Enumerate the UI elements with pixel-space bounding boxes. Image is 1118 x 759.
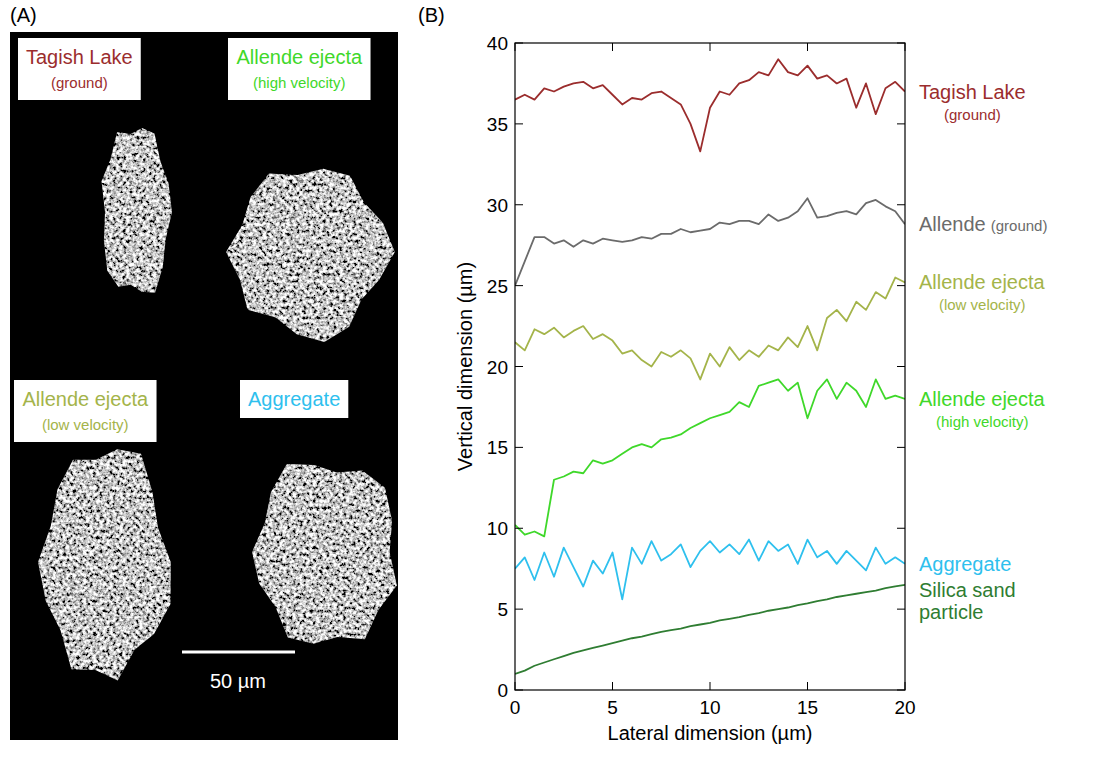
- x-tick-top: [905, 43, 906, 51]
- x-tick-top: [710, 43, 711, 51]
- y-tick-label: 15: [487, 437, 508, 458]
- particle-texture: [93, 106, 179, 317]
- particle-sublabel: (high velocity): [253, 74, 346, 91]
- series-label: particle: [919, 601, 983, 623]
- series-label: Aggregate: [919, 553, 1011, 575]
- y-tick-right: [897, 43, 905, 44]
- profile-line: [515, 540, 905, 600]
- label-box: [240, 380, 348, 418]
- particle-image: [214, 146, 406, 357]
- y-tick-right: [897, 366, 905, 367]
- profile-line: [515, 379, 905, 536]
- label-box: [228, 38, 371, 100]
- panel-letter: (B): [418, 4, 445, 26]
- plot-frame: [515, 43, 905, 690]
- particle-image: [93, 106, 179, 317]
- series-label: Allende ejecta: [919, 271, 1046, 293]
- series-sublabel: (ground): [944, 106, 1001, 123]
- x-tick-label: 0: [510, 697, 521, 718]
- particle-sublabel: (ground): [51, 74, 108, 91]
- particle-label: Tagish Lake: [26, 46, 133, 68]
- particle-texture: [214, 146, 406, 357]
- y-tick: [515, 447, 523, 448]
- profile-line: [515, 585, 905, 674]
- x-tick: [515, 682, 516, 690]
- particle-image: [27, 420, 185, 703]
- scale-bar-label: 50 µm: [210, 670, 266, 692]
- y-tick-right: [897, 204, 905, 205]
- y-tick-right: [897, 123, 905, 124]
- panel-a: (A) Tagish Lake (ground) Allende ejecta (hig…: [10, 4, 415, 740]
- x-axis-title: Lateral dimension (µm): [608, 722, 813, 744]
- label-box: [18, 38, 141, 100]
- x-tick: [612, 682, 613, 690]
- y-tick: [515, 43, 523, 44]
- figure: (A) Tagish Lake (ground) Allende ejecta (hig…: [0, 0, 1118, 759]
- y-axis-title: Vertical dimension (µm): [454, 262, 476, 471]
- y-tick-label: 20: [487, 357, 508, 378]
- y-tick: [515, 528, 523, 529]
- series-label: Silica sand: [919, 579, 1016, 601]
- x-tick-label: 20: [894, 697, 915, 718]
- particle-sublabel: (low velocity): [42, 416, 129, 433]
- y-tick: [515, 366, 523, 367]
- y-tick: [515, 285, 523, 286]
- x-tick-top: [612, 43, 613, 51]
- panel-letter: (A): [10, 4, 37, 26]
- series-label: Allende ejecta: [919, 388, 1046, 410]
- x-tick-label: 10: [699, 697, 720, 718]
- y-tick-right: [897, 609, 905, 610]
- x-tick: [905, 682, 906, 690]
- particle-image: [237, 437, 415, 667]
- y-tick: [515, 204, 523, 205]
- x-tick: [710, 682, 711, 690]
- series-sublabel: (high velocity): [936, 413, 1029, 430]
- scale-bar: [182, 651, 295, 654]
- y-tick-label: 0: [497, 680, 508, 701]
- label-box: [14, 380, 157, 442]
- series-sublabel: (ground): [991, 217, 1048, 234]
- series-sublabel: (low velocity): [939, 296, 1026, 313]
- y-tick-label: 40: [487, 33, 508, 54]
- particle-texture: [237, 437, 415, 667]
- x-tick-top: [807, 43, 808, 51]
- profile-line: [515, 198, 905, 285]
- panel-b: (B) 0 5 10 15 20 0 5 10 15 20 25 30 35 40 Lateral dimen…: [418, 4, 1047, 744]
- y-tick: [515, 123, 523, 124]
- y-tick-label: 10: [487, 518, 508, 539]
- y-tick-right: [897, 528, 905, 529]
- y-tick-right: [897, 690, 905, 691]
- legend: Tagish Lake(ground)Allende(ground)Allend…: [919, 81, 1047, 623]
- particle-label: Allende ejecta: [22, 388, 149, 410]
- x-tick-label: 15: [797, 697, 818, 718]
- y-tick: [515, 690, 523, 691]
- particle-label: Aggregate: [248, 388, 340, 410]
- y-tick-label: 5: [497, 599, 508, 620]
- x-tick: [807, 682, 808, 690]
- series-label: Allende(ground): [919, 213, 1047, 235]
- x-tick-label: 5: [607, 697, 618, 718]
- series-group: [515, 59, 905, 674]
- particle-texture: [27, 420, 185, 703]
- x-tick-top: [515, 43, 516, 51]
- y-tick-right: [897, 447, 905, 448]
- y-tick: [515, 609, 523, 610]
- y-tick-label: 35: [487, 114, 508, 135]
- y-tick-label: 25: [487, 276, 508, 297]
- profile-line: [515, 278, 905, 380]
- y-tick-right: [897, 285, 905, 286]
- profile-line: [515, 59, 905, 151]
- y-tick-label: 30: [487, 195, 508, 216]
- particle-label: Allende ejecta: [236, 46, 363, 68]
- series-label: Tagish Lake: [919, 81, 1026, 103]
